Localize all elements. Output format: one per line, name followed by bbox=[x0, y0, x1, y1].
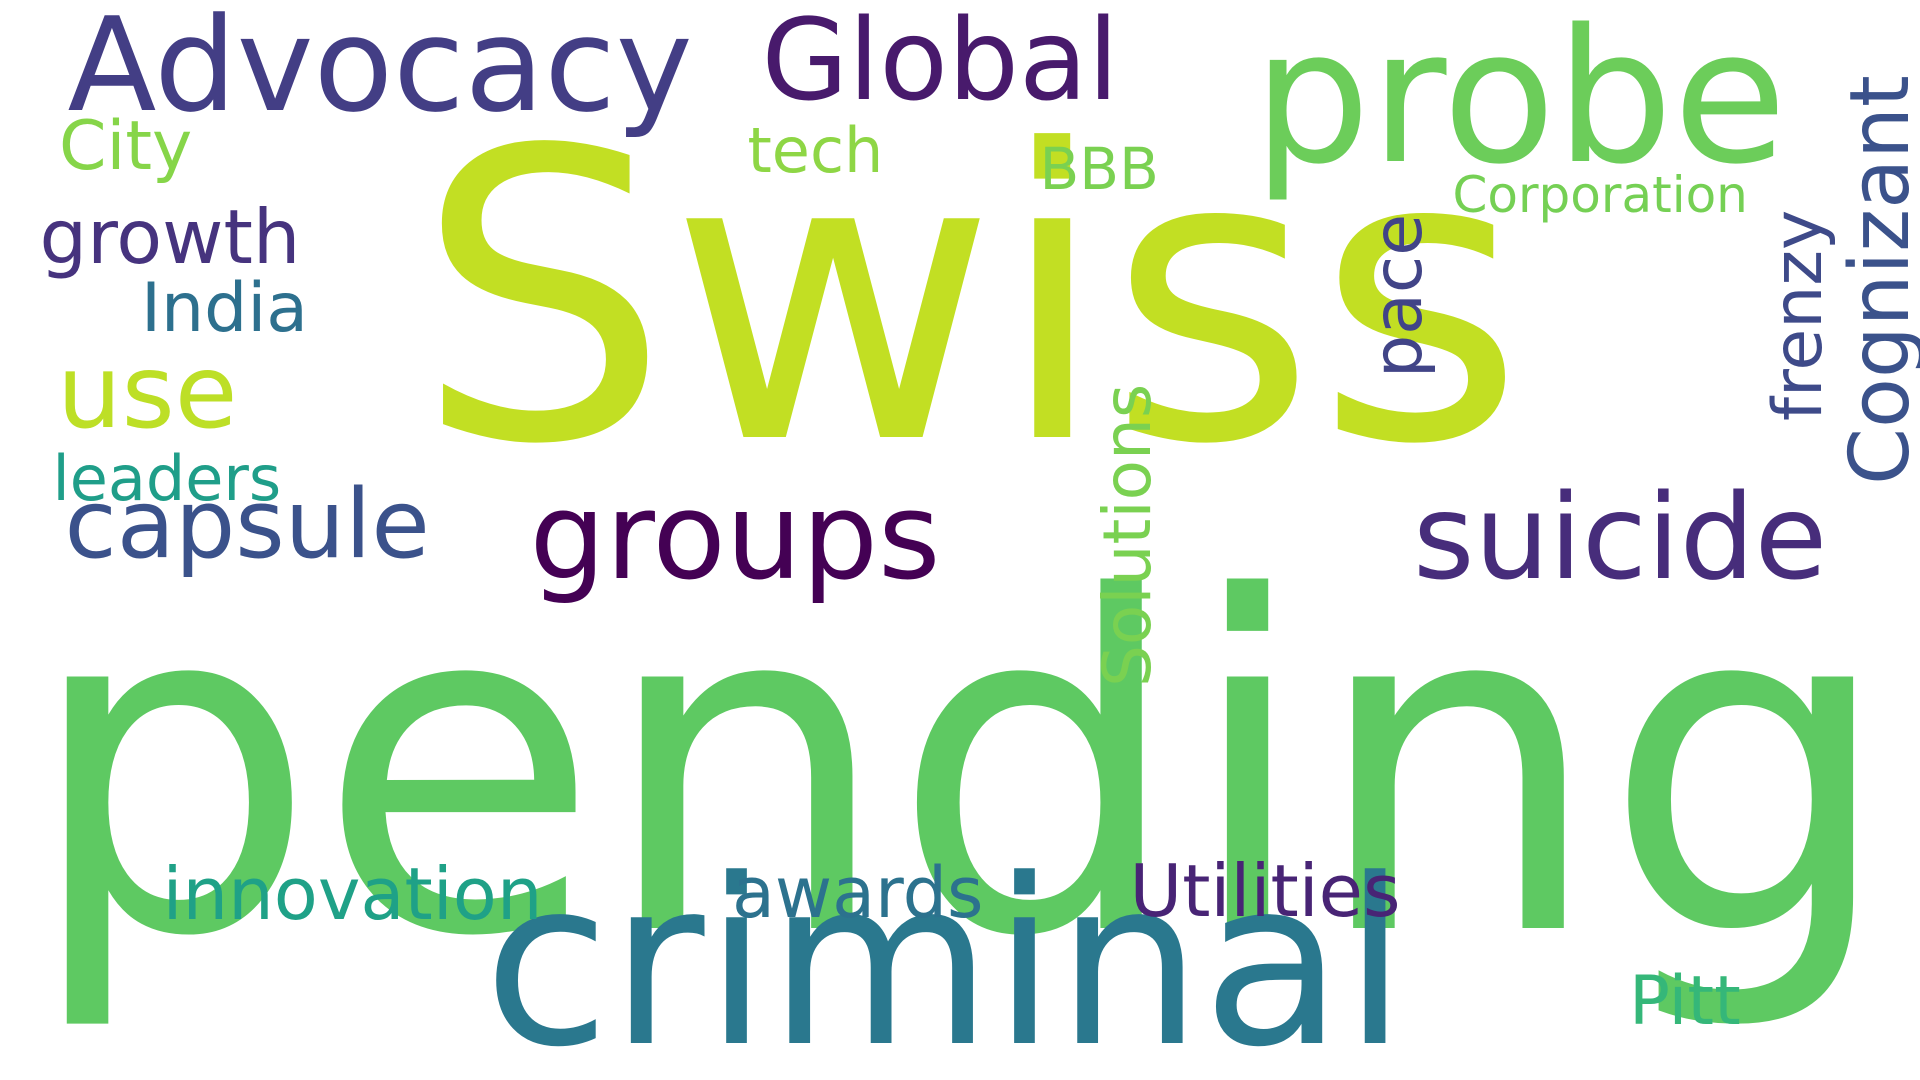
word-pending: pending bbox=[25, 502, 1895, 1037]
word-groups: groups bbox=[529, 468, 941, 607]
word-probe: probe bbox=[1253, 0, 1787, 205]
word-swiss: Swiss bbox=[415, 67, 1525, 532]
word-criminal: criminal bbox=[483, 831, 1407, 1080]
word-india: India bbox=[141, 269, 308, 348]
word-global: Global bbox=[761, 0, 1119, 126]
word-pace: pace bbox=[1359, 213, 1438, 378]
word-solutions: Solutions bbox=[1089, 383, 1166, 687]
word-advocacy: Advocacy bbox=[67, 0, 693, 141]
word-tech: tech bbox=[747, 114, 884, 187]
word-cognizant: Cognizant bbox=[1833, 75, 1920, 485]
word-frenzy: frenzy bbox=[1759, 209, 1838, 421]
word-growth: growth bbox=[39, 193, 301, 281]
word-leaders: leaders bbox=[52, 442, 282, 515]
word-city: City bbox=[59, 107, 193, 186]
word-suicide: suicide bbox=[1413, 468, 1828, 606]
word-awards: awards bbox=[732, 852, 984, 934]
word-innovation: innovation bbox=[162, 852, 543, 936]
word-use: use bbox=[57, 333, 238, 452]
word-capsule: capsule bbox=[64, 470, 430, 580]
word-utilities: Utilities bbox=[1129, 849, 1401, 933]
word-corporation: Corporation bbox=[1452, 166, 1748, 224]
word-pitt: Pitt bbox=[1629, 962, 1741, 1041]
word-bbb: BBB bbox=[1039, 135, 1159, 203]
